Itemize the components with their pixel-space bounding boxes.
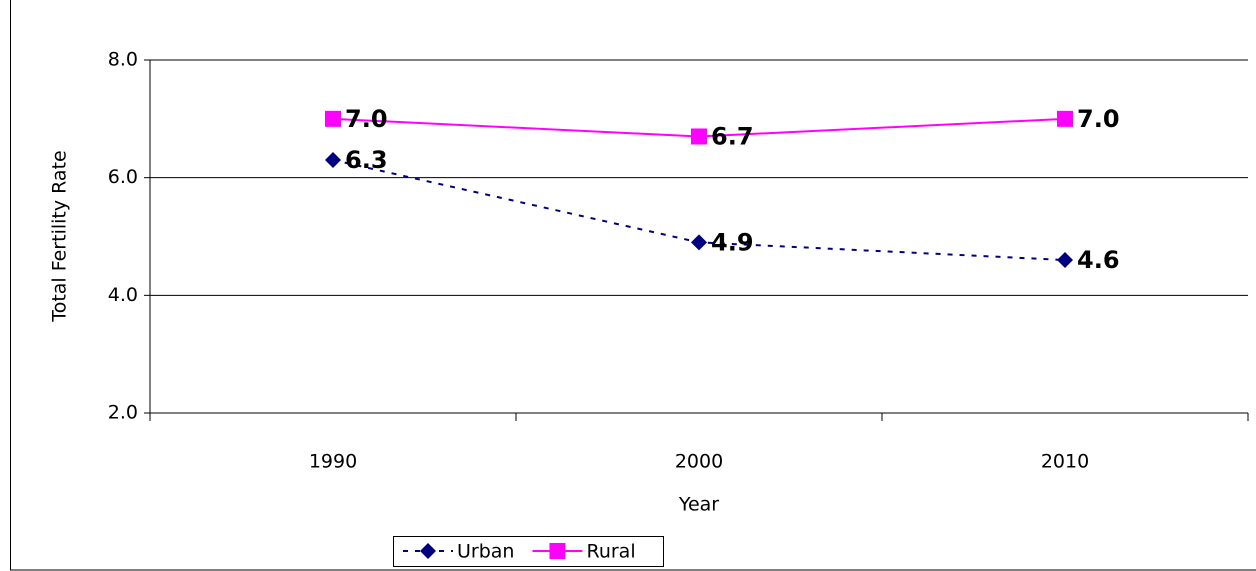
data-label: 7.0	[1077, 105, 1120, 133]
legend-label: Urban	[457, 541, 514, 563]
legend-label: Rural	[586, 541, 635, 563]
y-tick-label: 8.0	[108, 49, 138, 71]
data-label: 4.9	[711, 228, 754, 256]
x-axis-title: Year	[678, 494, 719, 516]
x-tick-label: 2000	[675, 451, 723, 473]
point	[325, 152, 341, 169]
point	[1057, 110, 1073, 127]
data-label: 7.0	[345, 105, 388, 133]
chart-frame	[10, 0, 1256, 571]
data-label: 6.3	[345, 146, 388, 174]
point	[1057, 252, 1073, 269]
legend: Urban Rural	[393, 536, 664, 567]
legend-frame	[393, 536, 664, 567]
point	[325, 110, 341, 127]
y-tick-label: 4.0	[108, 284, 138, 306]
x-tick-label: 1990	[309, 451, 357, 473]
data-label: 4.6	[1077, 246, 1120, 274]
legend-marker	[549, 543, 566, 559]
point	[691, 234, 707, 251]
legend-marker	[420, 543, 436, 559]
data-label: 6.7	[711, 122, 754, 150]
y-tick-label: 2.0	[108, 402, 138, 424]
y-axis-title: Total Fertility Rate	[49, 150, 71, 322]
x-tick-label: 2010	[1041, 451, 1089, 473]
point	[691, 128, 707, 145]
y-tick-label: 6.0	[108, 166, 138, 188]
